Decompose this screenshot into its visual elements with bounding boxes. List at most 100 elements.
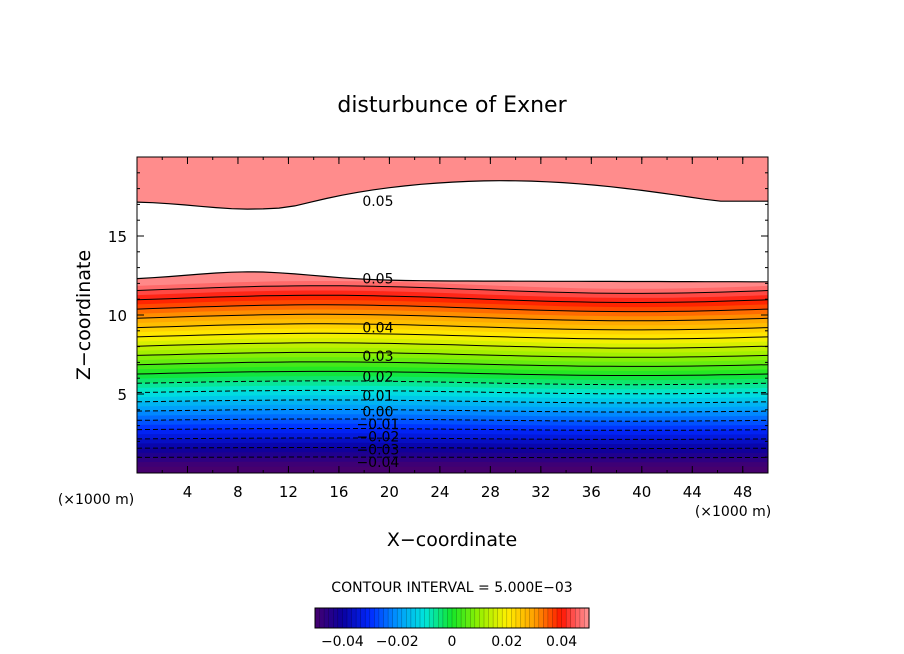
colorbar-swatch (429, 608, 435, 628)
x-tick-label: 16 (329, 483, 348, 501)
colorbar-swatch (488, 608, 494, 628)
colorbar-swatch (511, 608, 517, 628)
x-tick-label: 4 (183, 483, 193, 501)
x-tick-label: 48 (733, 483, 752, 501)
colorbar-swatch (465, 608, 471, 628)
colorbar-swatch (365, 608, 371, 628)
upper-band (137, 157, 768, 210)
colorbar-swatch (392, 608, 398, 628)
colorbar-swatch (420, 608, 426, 628)
colorbar-swatch (452, 608, 458, 628)
colorbar-swatch (374, 608, 380, 628)
contour-line (137, 342, 768, 349)
colorbar-swatch (328, 608, 334, 628)
contour-label: 0.05 (362, 194, 393, 210)
colorbar-swatch (529, 608, 535, 628)
colorbar-swatch (557, 608, 563, 628)
colorbar-swatch (406, 608, 412, 628)
colorbar-swatch (561, 608, 567, 628)
y-tick-label: 5 (117, 386, 127, 404)
colorbar-swatch (515, 608, 522, 628)
contour-label: −0.03 (356, 442, 399, 458)
contour-lines (137, 180, 768, 459)
contour-label: −0.04 (356, 455, 399, 471)
contour-line (137, 447, 768, 450)
x-tick-label: 36 (582, 483, 601, 501)
colorbar-swatch (356, 608, 362, 628)
contour-label: 0.00 (362, 404, 393, 420)
contour-label: 0.03 (362, 349, 393, 365)
colorbar-swatch (424, 608, 430, 628)
colorbar-swatch (337, 608, 343, 628)
contour-line (137, 285, 768, 294)
x-tick-label: 24 (430, 483, 449, 501)
colorbar-swatch (579, 608, 586, 628)
colorbar-swatch (520, 608, 526, 628)
contour-line (137, 399, 768, 404)
x-axis-unit-right: (×1000 m) (695, 504, 771, 520)
x-axis-ticks: 4 8 12 16 20 24 28 32 36 40 44 48 (136, 157, 769, 501)
colorbar-swatch (383, 608, 389, 628)
colorbar-swatch (538, 608, 544, 628)
contour-line (137, 437, 768, 440)
contour-line (137, 332, 768, 340)
y-tick-label: 10 (108, 307, 127, 325)
x-axis-label: X−coordinate (387, 529, 517, 551)
contour-line (137, 180, 768, 210)
colorbar-swatch (397, 608, 403, 628)
colorbar-swatch (319, 608, 325, 628)
contour-line (137, 361, 768, 367)
chart-title: disturbunce of Exner (337, 93, 567, 118)
colorbar-tick-label: 0 (448, 634, 457, 650)
contour-label: 0.02 (362, 370, 393, 386)
colorbar-swatch (438, 608, 444, 628)
colorbar-swatch (401, 608, 407, 628)
colorbar-swatch (506, 608, 512, 628)
contour-line (137, 323, 768, 331)
contour-line (137, 370, 768, 376)
colorbar-swatch (351, 608, 357, 628)
colorbar-swatch (461, 608, 467, 628)
contour-line (137, 428, 768, 431)
contour-line (137, 304, 768, 313)
colorbar-swatch (543, 608, 549, 628)
contour-line (137, 351, 768, 358)
colorbar-swatch (333, 608, 339, 628)
colorbar-swatch (360, 608, 366, 628)
band-0 (137, 466, 768, 473)
contour-line (137, 456, 768, 459)
colorbar-swatch (479, 608, 485, 628)
contour-line (137, 271, 768, 283)
filled-contour-bands (137, 157, 768, 473)
colorbar-swatch (315, 608, 321, 628)
contour-label: −0.01 (356, 417, 399, 433)
colorbar-swatch (575, 608, 581, 628)
x-tick-label: 28 (481, 483, 500, 501)
colorbar-swatch (570, 608, 576, 628)
colorbar-swatch (415, 608, 421, 628)
x-tick-label: 8 (233, 483, 243, 501)
colorbar-swatch (534, 608, 540, 628)
colorbar-swatch (369, 608, 375, 628)
y-axis-label: Z−coordinate (73, 250, 95, 380)
contour-label: −0.02 (356, 430, 399, 446)
colorbar-tick-label: −0.02 (376, 634, 419, 650)
x-tick-label: 32 (531, 483, 550, 501)
colorbar-swatch (474, 608, 480, 628)
colorbar-swatch (484, 608, 490, 628)
x-tick-label: 20 (380, 483, 399, 501)
colorbar-swatch (552, 608, 558, 628)
colorbar-tick-label: 0.02 (491, 634, 522, 650)
colorbar-swatch (493, 608, 499, 628)
colorbar-swatch (470, 608, 476, 628)
colorbar-swatch (502, 608, 508, 628)
colorbar-tick-label: −0.04 (321, 634, 364, 650)
colorbar-swatch (447, 608, 453, 628)
colorbar-frame (314, 607, 590, 629)
colorbar-swatch (584, 608, 590, 628)
contour-line (137, 313, 768, 322)
colorbar-swatch (378, 608, 385, 628)
colorbar-swatch (410, 608, 417, 628)
contour-line (137, 389, 768, 395)
contour-line (137, 294, 768, 303)
